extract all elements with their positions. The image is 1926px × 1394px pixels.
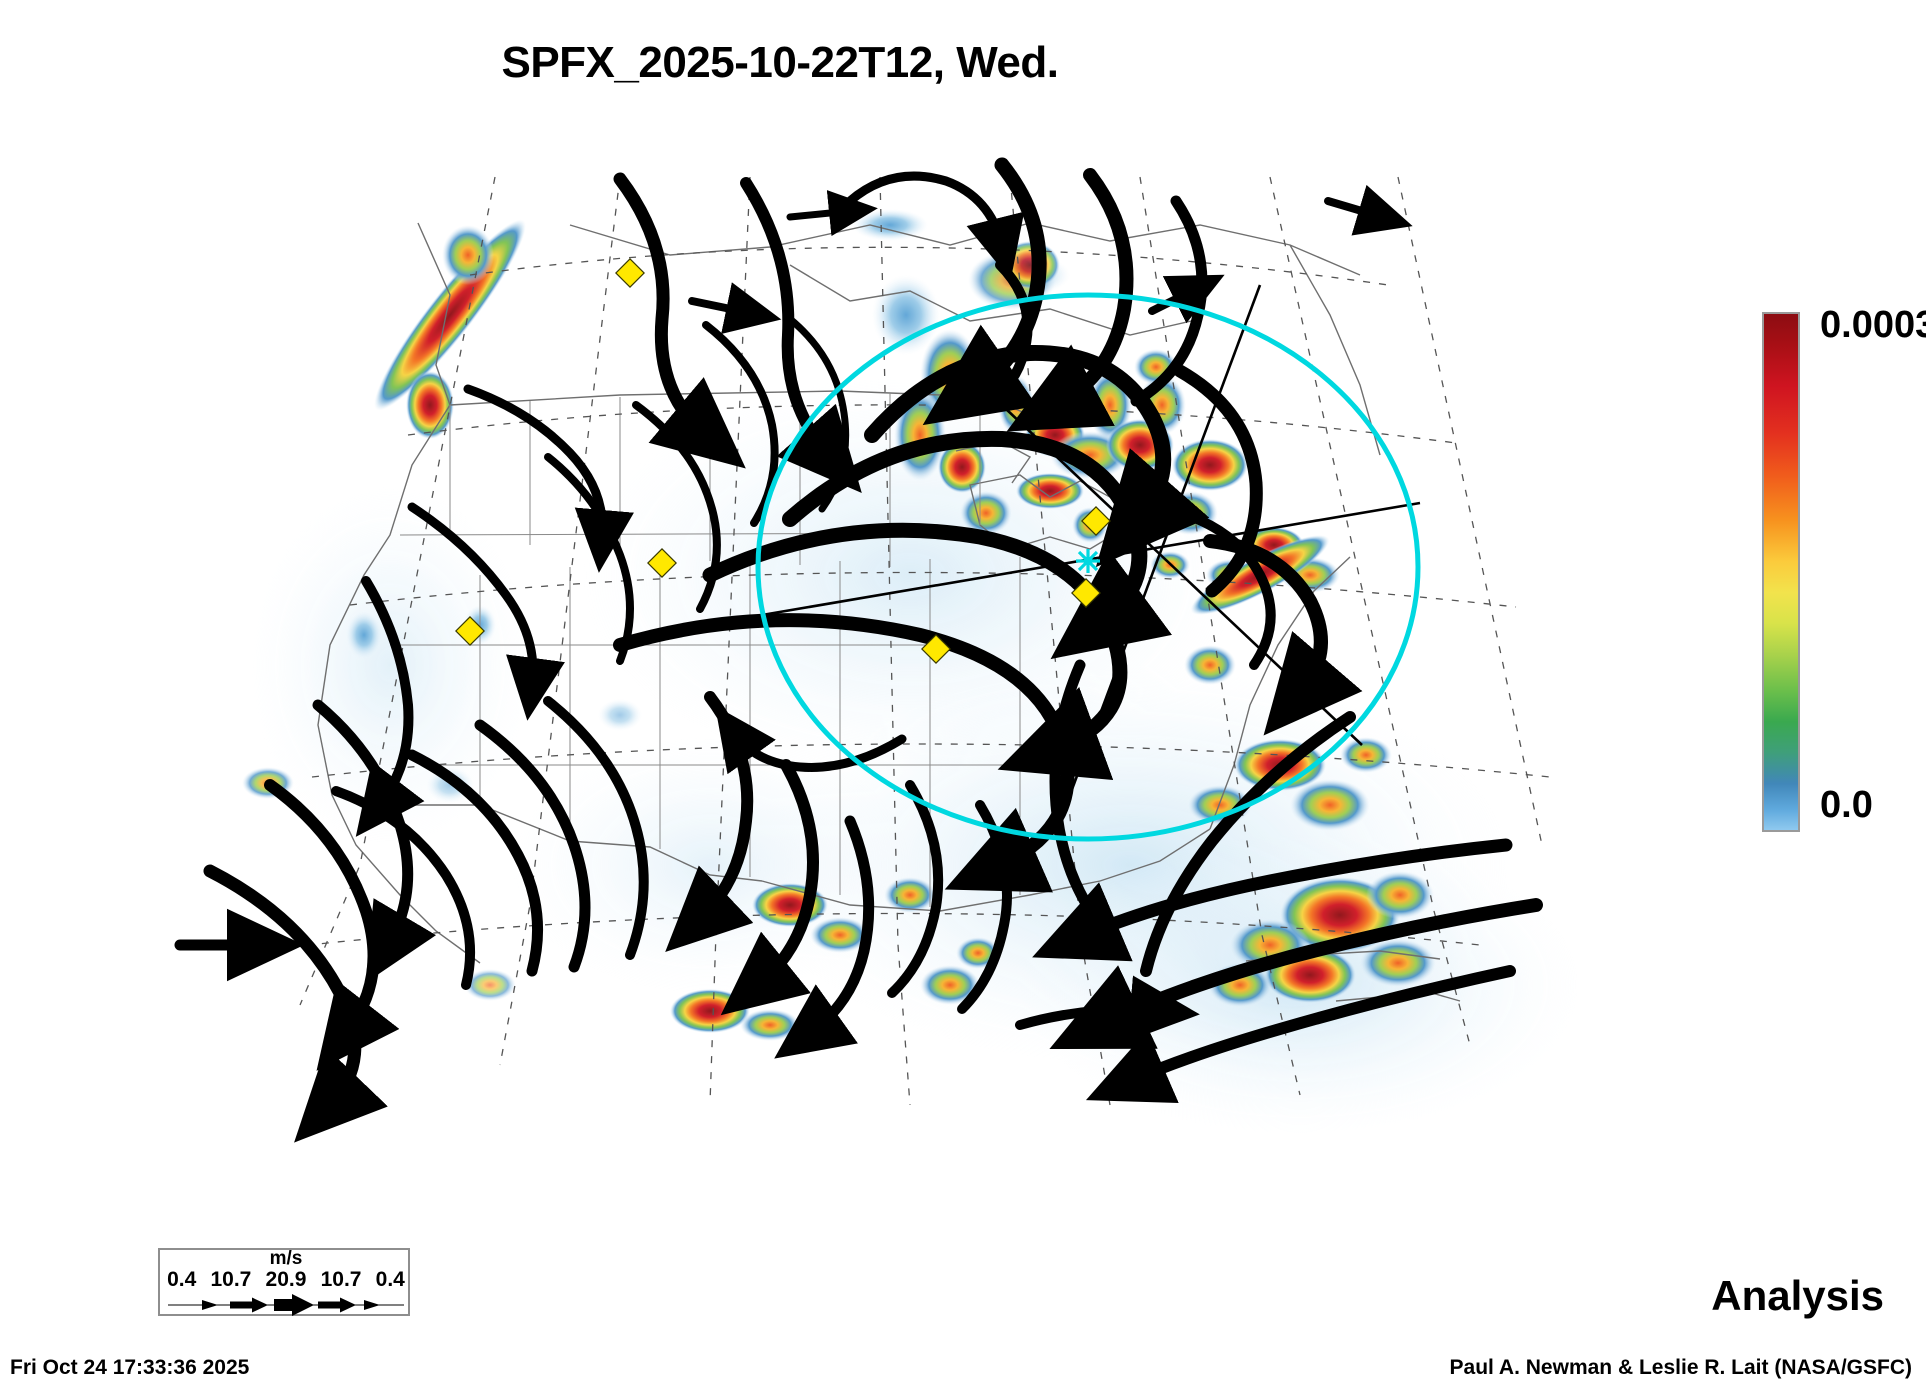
generation-timestamp: Fri Oct 24 17:33:36 2025 bbox=[10, 1356, 250, 1379]
page-title: SPFX_2025-10-22T12, Wed. bbox=[501, 38, 1059, 87]
map-plot-svg[interactable] bbox=[150, 105, 1630, 1265]
author-credit: Paul A. Newman & Leslie R. Lait (NASA/GS… bbox=[1449, 1356, 1912, 1379]
station-marker bbox=[1081, 506, 1111, 536]
map-overlay-annotations[interactable] bbox=[455, 258, 1421, 842]
station-marker bbox=[647, 548, 677, 578]
storm-center-star bbox=[1076, 549, 1100, 573]
transect-line-3 bbox=[1005, 408, 1363, 746]
wind-key-value: 20.9 bbox=[265, 1268, 307, 1291]
colorbar-min-label: 0.0 bbox=[1820, 784, 1873, 826]
wind-key-value: 10.7 bbox=[320, 1268, 362, 1291]
wind-key-value: 10.7 bbox=[210, 1268, 252, 1291]
map-panel[interactable] bbox=[150, 105, 1630, 1265]
station-marker bbox=[1071, 578, 1101, 608]
wind-key-value: 0.4 bbox=[167, 1268, 197, 1291]
station-marker bbox=[615, 258, 645, 288]
analysis-label: Analysis bbox=[1711, 1272, 1884, 1319]
wind-key-values: 0.4 10.7 20.9 10.7 0.4 bbox=[160, 1268, 412, 1292]
station-markers bbox=[455, 258, 1111, 664]
wind-speed-key: m/s 0.4 10.7 20.9 10.7 0.4 bbox=[158, 1248, 410, 1316]
wind-key-value: 0.4 bbox=[375, 1268, 405, 1291]
transect-line-1 bbox=[1053, 284, 1262, 836]
wind-key-units-label: m/s bbox=[269, 1248, 303, 1269]
wind-streamlines bbox=[174, 157, 1543, 1143]
colorbar-gradient bbox=[1762, 312, 1800, 832]
station-marker bbox=[921, 634, 951, 664]
wind-key-arrow-scale bbox=[168, 1294, 404, 1316]
station-marker bbox=[455, 616, 485, 646]
observation-radius-circle bbox=[755, 292, 1421, 842]
